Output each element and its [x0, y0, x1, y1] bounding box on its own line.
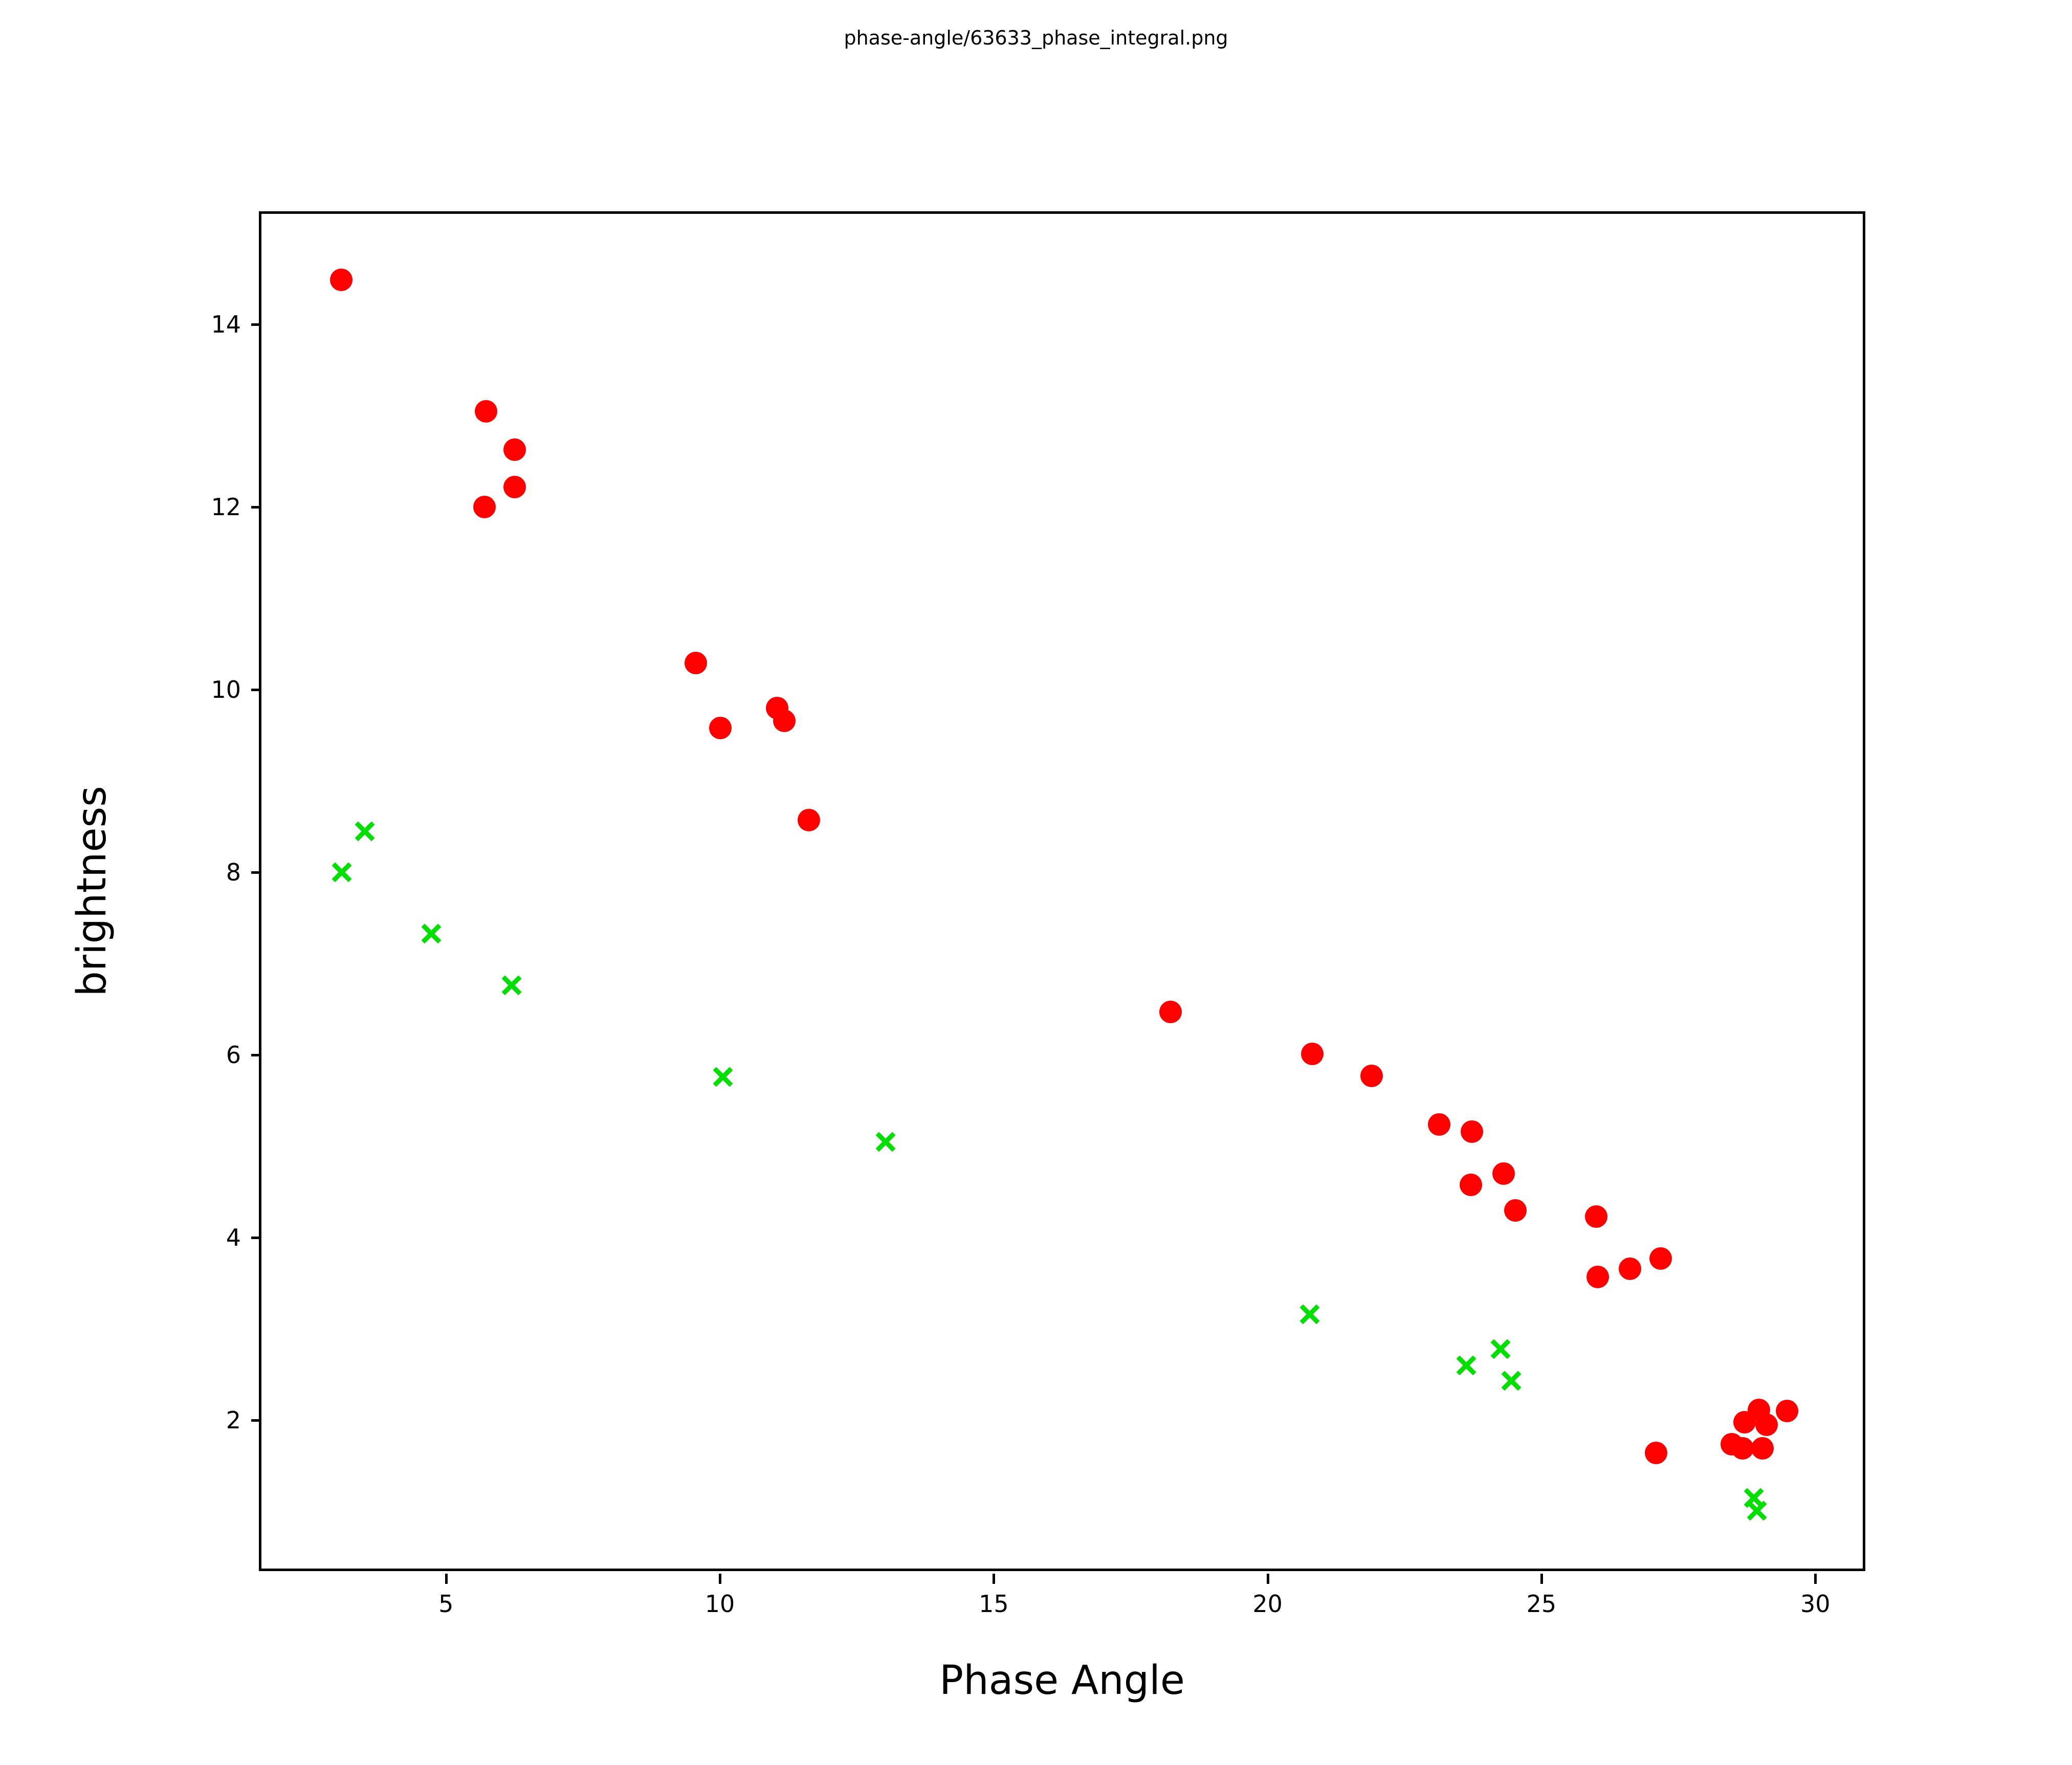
y-axis-tick-label: 6	[226, 1041, 241, 1069]
y-axis-tick	[251, 506, 261, 509]
y-axis-tick	[251, 1237, 261, 1240]
data-point-green-crosses	[712, 1066, 734, 1088]
data-point-red-circles	[1721, 1432, 1744, 1455]
data-point-red-circles	[1747, 1399, 1770, 1422]
data-point-red-circles	[1649, 1247, 1672, 1270]
y-axis-tick	[251, 1419, 261, 1422]
data-point-red-circles	[1159, 1001, 1182, 1024]
x-axis-tick	[719, 1574, 722, 1584]
x-axis-tick-label: 10	[704, 1590, 735, 1618]
y-axis-tick-label: 14	[211, 310, 241, 338]
data-point-red-circles	[1644, 1442, 1667, 1465]
data-point-red-circles	[1460, 1120, 1483, 1143]
data-point-red-circles	[1733, 1410, 1756, 1433]
x-axis-tick	[1266, 1574, 1269, 1584]
x-axis-tick-label: 15	[979, 1590, 1009, 1618]
data-point-red-circles	[1731, 1437, 1754, 1460]
x-axis-tick	[1814, 1574, 1817, 1584]
data-point-red-circles	[797, 809, 820, 832]
data-point-red-circles	[1360, 1065, 1383, 1088]
y-axis-tick-label: 10	[211, 676, 241, 704]
y-axis-tick-label: 8	[226, 858, 241, 887]
y-axis-tick	[251, 689, 261, 692]
figure-title: phase-angle/63633_phase_integral.png	[844, 27, 1228, 49]
x-axis-tick	[445, 1574, 448, 1584]
x-axis-tick	[1540, 1574, 1543, 1584]
data-point-red-circles	[684, 652, 707, 675]
data-point-red-circles	[1459, 1173, 1482, 1196]
y-axis-tick-label: 4	[226, 1224, 241, 1252]
data-point-red-circles	[330, 268, 353, 291]
y-axis-label-text: brightness	[69, 786, 115, 997]
data-point-green-crosses	[354, 820, 376, 843]
data-point-green-crosses	[500, 974, 523, 997]
data-point-green-crosses	[1298, 1303, 1321, 1326]
plot-area	[261, 214, 1863, 1569]
data-point-red-circles	[1301, 1043, 1324, 1066]
data-point-red-circles	[1504, 1199, 1527, 1222]
y-axis-tick-label: 2	[226, 1406, 241, 1435]
data-point-red-circles	[474, 400, 497, 423]
data-point-red-circles	[1775, 1400, 1798, 1423]
data-point-red-circles	[1584, 1205, 1607, 1228]
data-point-green-crosses	[1743, 1487, 1765, 1509]
data-point-green-crosses	[420, 922, 443, 945]
x-axis-tick-label: 30	[1800, 1590, 1831, 1618]
data-point-red-circles	[1586, 1265, 1610, 1288]
data-point-green-crosses	[1746, 1499, 1768, 1522]
data-point-red-circles	[503, 475, 526, 498]
y-axis-tick	[251, 1054, 261, 1057]
data-point-red-circles	[503, 438, 526, 461]
x-axis-tick-label: 25	[1526, 1590, 1557, 1618]
y-axis-tick	[251, 323, 261, 326]
data-point-red-circles	[473, 496, 496, 518]
data-point-red-circles	[1619, 1257, 1642, 1280]
data-point-red-circles	[1755, 1414, 1778, 1437]
data-point-green-crosses	[330, 861, 353, 884]
x-axis-tick-label: 5	[438, 1590, 454, 1618]
data-point-red-circles	[1492, 1162, 1515, 1185]
data-point-red-circles	[1751, 1437, 1774, 1460]
data-point-green-crosses	[874, 1131, 897, 1153]
y-axis-tick-label: 12	[211, 493, 241, 521]
data-point-green-crosses	[1455, 1354, 1478, 1377]
y-axis-tick	[251, 871, 261, 874]
x-axis-tick-label: 20	[1252, 1590, 1283, 1618]
data-point-red-circles	[766, 696, 789, 719]
data-point-green-crosses	[1489, 1338, 1512, 1360]
x-axis-tick	[993, 1574, 996, 1584]
data-point-red-circles	[773, 709, 796, 732]
plot-frame: 5 10 15 20 25 30 2 4 6 8 10 12 14	[211, 211, 1865, 1618]
data-point-red-circles	[1427, 1113, 1450, 1136]
data-point-red-circles	[709, 717, 732, 739]
data-point-green-crosses	[1500, 1370, 1523, 1392]
x-axis-label: Phase Angle	[939, 1658, 1185, 1704]
